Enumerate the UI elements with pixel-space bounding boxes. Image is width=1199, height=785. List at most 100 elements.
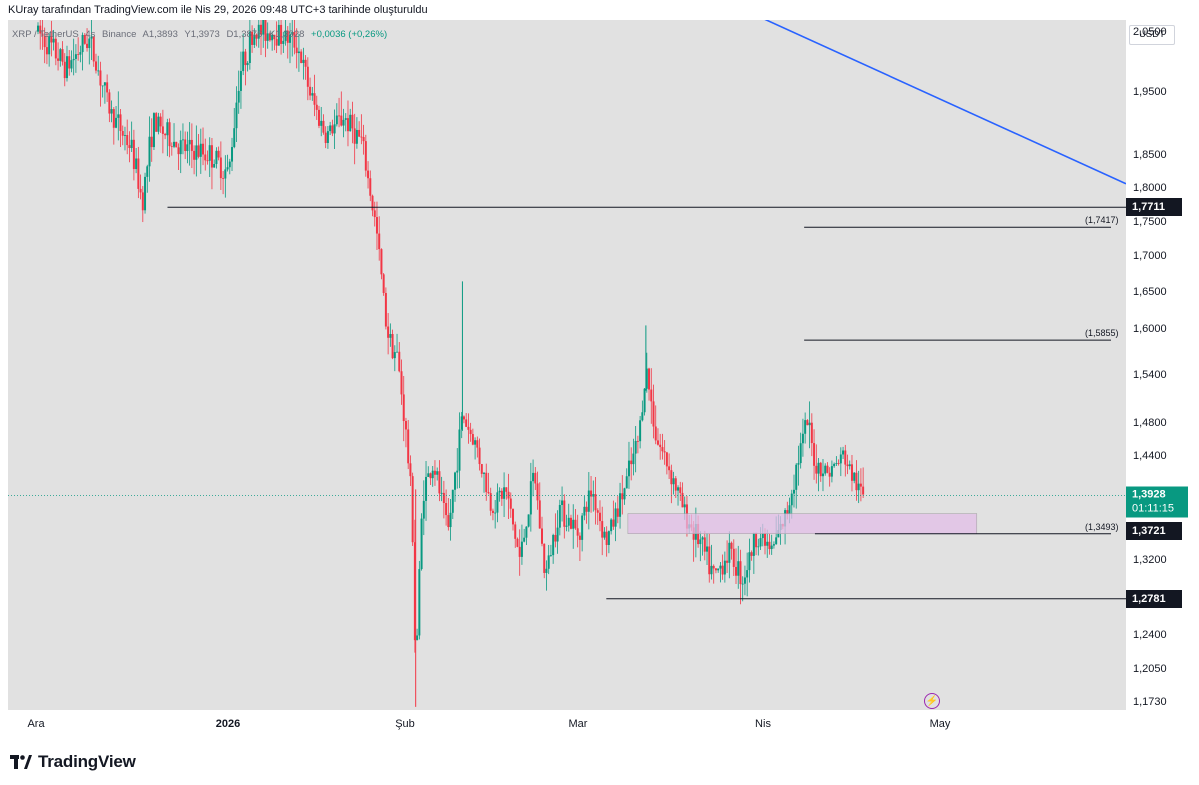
lightning-icon[interactable]: ⚡ [924, 693, 940, 709]
candle-body [543, 543, 546, 573]
candle-body [353, 128, 356, 144]
candle-body [295, 47, 298, 54]
candle-body [445, 503, 448, 516]
candle-body [768, 541, 771, 550]
candle-body [610, 519, 613, 532]
candle-body [103, 82, 106, 86]
candle-body [540, 528, 543, 544]
candle-body [233, 128, 236, 148]
candle-body [714, 568, 717, 571]
candle-body [507, 491, 510, 499]
candle-body [396, 351, 399, 353]
candle-body [112, 109, 115, 128]
candle-body [862, 486, 865, 495]
candle-body [404, 421, 407, 430]
candle-body [326, 131, 329, 143]
candle-body [701, 537, 704, 540]
candle-body [362, 137, 365, 142]
candle-body [132, 139, 135, 170]
candle-body [491, 510, 494, 513]
candle-body [625, 476, 628, 489]
candle-body [795, 464, 798, 490]
candle-body [186, 144, 189, 152]
candle-body [648, 368, 651, 390]
candle-body [139, 188, 142, 193]
candle-body [264, 20, 267, 41]
candle-body [699, 539, 702, 545]
price-tick-label: 1,8000 [1133, 181, 1167, 194]
candle-body [37, 25, 39, 32]
price-tick-label: 1,8500 [1133, 148, 1167, 161]
candle-body [532, 472, 535, 482]
candle-body [173, 141, 176, 147]
candle-body [730, 542, 733, 549]
candle-body [614, 508, 617, 527]
candle-body [750, 552, 753, 556]
candle-body [596, 510, 599, 513]
price-tick-label: 1,9500 [1133, 85, 1167, 98]
time-tick-label: Mar [568, 718, 588, 730]
candle-body [710, 565, 713, 575]
candle-body [320, 120, 323, 126]
currency-button[interactable]: USDT [1129, 25, 1175, 45]
candle-body [280, 24, 283, 44]
candle-body [797, 463, 800, 465]
symbol-legend[interactable]: XRP / TetherUS 4s Binance A1,3893 Y1,397… [12, 29, 391, 40]
candle-body [465, 419, 468, 427]
candle-body [839, 454, 842, 464]
candle-body [384, 292, 387, 327]
candle-body [601, 521, 604, 538]
candle-body [45, 47, 48, 55]
candle-body [746, 570, 749, 578]
candle-body [857, 483, 860, 491]
time-axis[interactable]: Ara 2026 Şub Mar Nis May [8, 710, 1126, 738]
candle-body [630, 460, 633, 465]
candle-body [92, 36, 95, 62]
candle-body [219, 157, 222, 179]
candle-body [119, 114, 122, 132]
candlestick-chart[interactable] [8, 20, 1126, 710]
candle-body [576, 528, 579, 536]
candle-body [670, 470, 673, 485]
candle-body [286, 30, 289, 43]
candle-body [770, 545, 773, 550]
candle-body [474, 440, 477, 445]
candle-body [291, 32, 294, 35]
candle-body [255, 34, 258, 39]
candle-body [663, 451, 666, 453]
candle-body [257, 24, 260, 39]
candle-body [442, 492, 445, 504]
candle-body [853, 472, 856, 481]
candle-body [833, 463, 836, 467]
support-zone [627, 513, 978, 534]
candle-body [246, 62, 249, 66]
candle-body [288, 34, 291, 43]
candle-body [735, 566, 738, 576]
candle-body [324, 132, 327, 143]
candle-body [799, 443, 802, 464]
candle-body [123, 134, 126, 136]
plot-area[interactable] [8, 20, 1126, 710]
candle-body [732, 548, 735, 567]
tradingview-footer[interactable]: TradingView [10, 752, 136, 772]
candle-body [454, 472, 457, 490]
candle-body [552, 534, 555, 556]
candle-body [349, 114, 352, 132]
candle-body [536, 483, 539, 501]
candle-body [772, 544, 775, 546]
candle-body [340, 115, 343, 126]
candle-body [94, 61, 97, 71]
candle-body [398, 351, 401, 372]
candle-body [83, 34, 86, 44]
ohlc-open: A1,3893 [142, 29, 178, 40]
candle-body [703, 537, 706, 552]
candle-body [810, 422, 813, 444]
price-tick-label: 1,5400 [1133, 369, 1167, 382]
candle-body [402, 394, 405, 422]
candle-body [706, 546, 709, 552]
candle-body [801, 433, 804, 444]
candle-body [545, 568, 548, 573]
candle-body [237, 90, 240, 103]
candle-body [239, 71, 242, 91]
candle-body [420, 518, 423, 570]
